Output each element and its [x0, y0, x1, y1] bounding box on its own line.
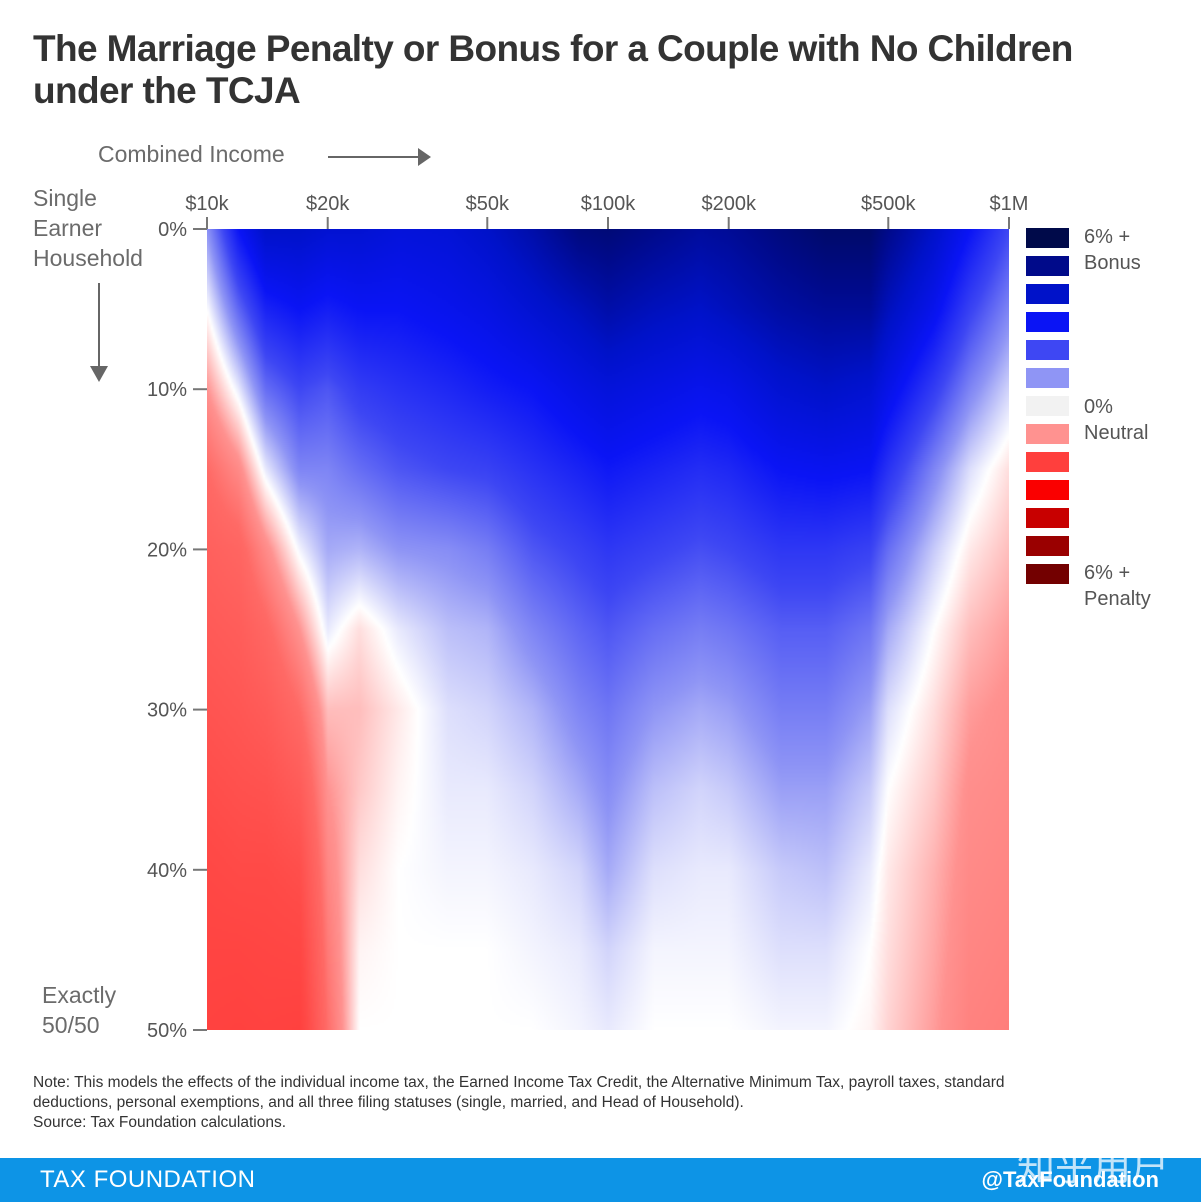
- chart-title-line-2: under the TCJA: [33, 70, 301, 111]
- x-axis: $10k $20k $50k $100k $200k $500k $1M: [185, 193, 1028, 229]
- x-tick-label: $20k: [306, 193, 350, 215]
- x-tick-label: $10k: [185, 193, 229, 215]
- legend-swatch: [1026, 536, 1069, 556]
- legend-swatch: [1026, 340, 1069, 360]
- legend-swatch: [1026, 424, 1069, 444]
- legend-swatch: [1026, 228, 1069, 248]
- legend-bonus-label: 6% + Bonus: [1084, 224, 1141, 276]
- footer-brand: TAX FOUNDATION: [40, 1166, 256, 1193]
- legend-swatch: [1026, 396, 1069, 416]
- legend-swatch: [1026, 452, 1069, 472]
- legend-bonus-label-bottom: Bonus: [1084, 252, 1141, 274]
- y-axis-end-label-line-1: Exactly: [42, 982, 117, 1008]
- y-axis-end-label-line-2: 50/50: [42, 1012, 100, 1038]
- heatmap-chart: $10k $20k $50k $100k $200k $500k $1M 0% 10% 20% 3…: [90, 148, 1028, 1042]
- chart-title: The Marriage Penalty or Bonus for a Coup…: [33, 28, 1153, 112]
- chart-note: Note: This models the effects of the ind…: [33, 1073, 1173, 1133]
- watermark: 知乎用户: [1016, 1145, 1169, 1189]
- x-axis-title: Combined Income: [98, 141, 285, 167]
- legend-swatch: [1026, 284, 1069, 304]
- y-axis-title-line-3: Household: [33, 245, 143, 271]
- legend-swatch: [1026, 312, 1069, 332]
- legend-bonus-label-top: 6% +: [1084, 226, 1131, 248]
- x-tick-label: $200k: [701, 193, 756, 215]
- legend-swatch: [1026, 368, 1069, 388]
- y-tick-label: 50%: [147, 1020, 187, 1042]
- x-tick-label: $1M: [990, 193, 1029, 215]
- y-direction-arrowhead-icon: [90, 366, 108, 382]
- note-source: Source: Tax Foundation calculations.: [33, 1114, 287, 1131]
- y-axis-title-line-1: Single: [33, 185, 97, 211]
- y-axis-end-label: Exactly 50/50: [42, 980, 116, 1040]
- x-tick-label: $100k: [581, 193, 636, 215]
- y-axis: 0% 10% 20% 30% 40% 50%: [147, 219, 207, 1042]
- x-tick-label: $50k: [466, 193, 510, 215]
- legend-penalty-label: 6% + Penalty: [1084, 560, 1151, 612]
- heatmap-surface: [207, 229, 1009, 1030]
- y-axis-title-line-2: Earner: [33, 215, 103, 241]
- legend-swatch: [1026, 256, 1069, 276]
- y-tick-label: 10%: [147, 379, 187, 401]
- legend-penalty-label-bottom: Penalty: [1084, 588, 1151, 610]
- legend-neutral-label: 0% Neutral: [1084, 394, 1148, 446]
- y-tick-label: 0%: [158, 219, 187, 241]
- y-tick-label: 40%: [147, 860, 187, 882]
- legend-swatch: [1026, 508, 1069, 528]
- legend-swatch: [1026, 480, 1069, 500]
- footer-bar: TAX FOUNDATION @TaxFoundation: [0, 1158, 1201, 1202]
- legend-penalty-label-top: 6% +: [1084, 562, 1131, 584]
- chart-title-line-1: The Marriage Penalty or Bonus for a Coup…: [33, 28, 1073, 69]
- note-line-1: Note: This models the effects of the ind…: [33, 1074, 1005, 1091]
- x-tick-label: $500k: [861, 193, 916, 215]
- footer-social-handle[interactable]: @TaxFoundation: [981, 1167, 1159, 1192]
- y-axis-title: Single Earner Household: [33, 183, 143, 273]
- legend-neutral-label-top: 0%: [1084, 396, 1113, 418]
- y-tick-label: 30%: [147, 700, 187, 722]
- legend-neutral-label-bottom: Neutral: [1084, 422, 1149, 444]
- note-line-2: deductions, personal exemptions, and all…: [33, 1094, 744, 1111]
- legend-swatch: [1026, 564, 1069, 584]
- y-tick-label: 20%: [147, 539, 187, 561]
- x-direction-arrowhead-icon: [418, 148, 431, 166]
